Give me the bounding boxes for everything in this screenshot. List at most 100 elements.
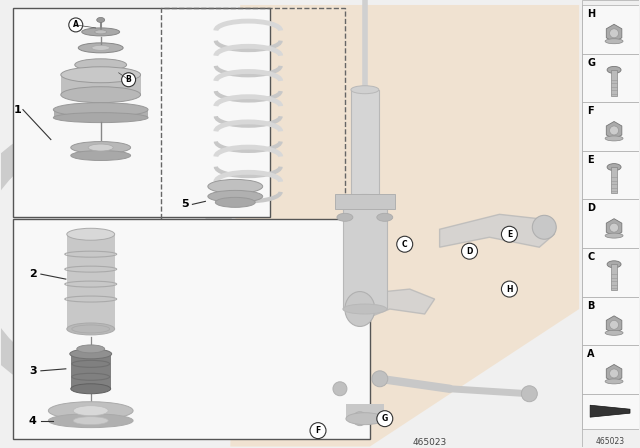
Text: 465023: 465023: [595, 437, 625, 446]
Ellipse shape: [605, 233, 623, 238]
Bar: [582, 5, 639, 54]
Bar: [611, 264, 617, 290]
Ellipse shape: [72, 325, 109, 333]
Bar: [67, 234, 115, 329]
Text: G: G: [381, 414, 388, 423]
Circle shape: [68, 18, 83, 32]
Ellipse shape: [345, 292, 375, 327]
Text: 5: 5: [182, 199, 189, 209]
Text: B: B: [125, 75, 131, 84]
Ellipse shape: [74, 406, 108, 416]
Bar: [61, 75, 141, 95]
Text: B: B: [587, 301, 595, 310]
Ellipse shape: [53, 112, 148, 123]
Ellipse shape: [74, 417, 108, 425]
Ellipse shape: [208, 190, 262, 202]
Bar: [582, 0, 639, 447]
Ellipse shape: [82, 28, 120, 36]
Ellipse shape: [607, 66, 621, 73]
Circle shape: [609, 320, 618, 329]
Polygon shape: [606, 316, 622, 334]
Circle shape: [522, 386, 538, 402]
Text: H: H: [506, 284, 513, 293]
Circle shape: [377, 411, 393, 426]
Ellipse shape: [75, 59, 127, 71]
Text: F: F: [316, 426, 321, 435]
Ellipse shape: [67, 323, 115, 335]
Text: A: A: [73, 21, 79, 30]
Ellipse shape: [71, 151, 131, 160]
Bar: [582, 345, 639, 394]
Ellipse shape: [78, 43, 123, 53]
Ellipse shape: [88, 144, 113, 151]
Circle shape: [501, 226, 517, 242]
Ellipse shape: [605, 136, 623, 141]
Polygon shape: [230, 5, 579, 447]
Bar: [582, 102, 639, 151]
Circle shape: [609, 29, 618, 38]
Bar: [54, 110, 148, 118]
Bar: [346, 404, 384, 419]
Ellipse shape: [71, 384, 111, 394]
Ellipse shape: [377, 213, 393, 221]
Circle shape: [122, 73, 136, 87]
Polygon shape: [606, 121, 622, 139]
Text: C: C: [587, 252, 595, 262]
Bar: [13, 220, 370, 439]
Circle shape: [333, 382, 347, 396]
Bar: [343, 199, 387, 309]
Bar: [582, 54, 639, 102]
Text: H: H: [587, 9, 595, 19]
Bar: [611, 167, 617, 193]
Ellipse shape: [605, 330, 623, 335]
Ellipse shape: [343, 194, 387, 204]
Polygon shape: [305, 289, 435, 339]
Text: 2: 2: [29, 269, 36, 279]
Circle shape: [501, 281, 517, 297]
Polygon shape: [606, 365, 622, 383]
Circle shape: [310, 422, 326, 439]
Polygon shape: [606, 219, 622, 237]
Bar: [351, 90, 379, 199]
Ellipse shape: [95, 30, 107, 34]
Circle shape: [353, 412, 367, 426]
Text: 1: 1: [14, 105, 22, 115]
Polygon shape: [440, 214, 554, 247]
Text: F: F: [587, 106, 594, 116]
Bar: [582, 297, 639, 345]
Ellipse shape: [208, 180, 262, 194]
Ellipse shape: [343, 304, 387, 314]
Ellipse shape: [67, 228, 115, 240]
Ellipse shape: [77, 345, 105, 353]
Bar: [611, 70, 617, 96]
Text: E: E: [507, 230, 512, 239]
Ellipse shape: [605, 379, 623, 384]
Ellipse shape: [351, 86, 379, 94]
Ellipse shape: [49, 414, 133, 428]
Text: 465023: 465023: [413, 438, 447, 447]
Text: D: D: [587, 203, 595, 213]
Ellipse shape: [70, 349, 111, 359]
Circle shape: [609, 223, 618, 232]
Circle shape: [397, 236, 413, 252]
Ellipse shape: [605, 39, 623, 44]
Text: G: G: [587, 57, 595, 68]
Ellipse shape: [61, 67, 141, 83]
Ellipse shape: [61, 87, 141, 103]
Polygon shape: [606, 24, 622, 42]
Text: 3: 3: [29, 366, 36, 376]
Ellipse shape: [49, 402, 133, 420]
Circle shape: [461, 243, 477, 259]
Ellipse shape: [337, 213, 353, 221]
Bar: [71, 354, 111, 389]
Text: E: E: [587, 155, 594, 165]
Circle shape: [609, 369, 618, 378]
Ellipse shape: [607, 261, 621, 268]
Ellipse shape: [53, 103, 148, 116]
Polygon shape: [590, 405, 630, 417]
Circle shape: [532, 215, 556, 239]
Bar: [582, 394, 639, 429]
Ellipse shape: [71, 142, 131, 154]
Ellipse shape: [607, 164, 621, 171]
Ellipse shape: [97, 17, 105, 22]
